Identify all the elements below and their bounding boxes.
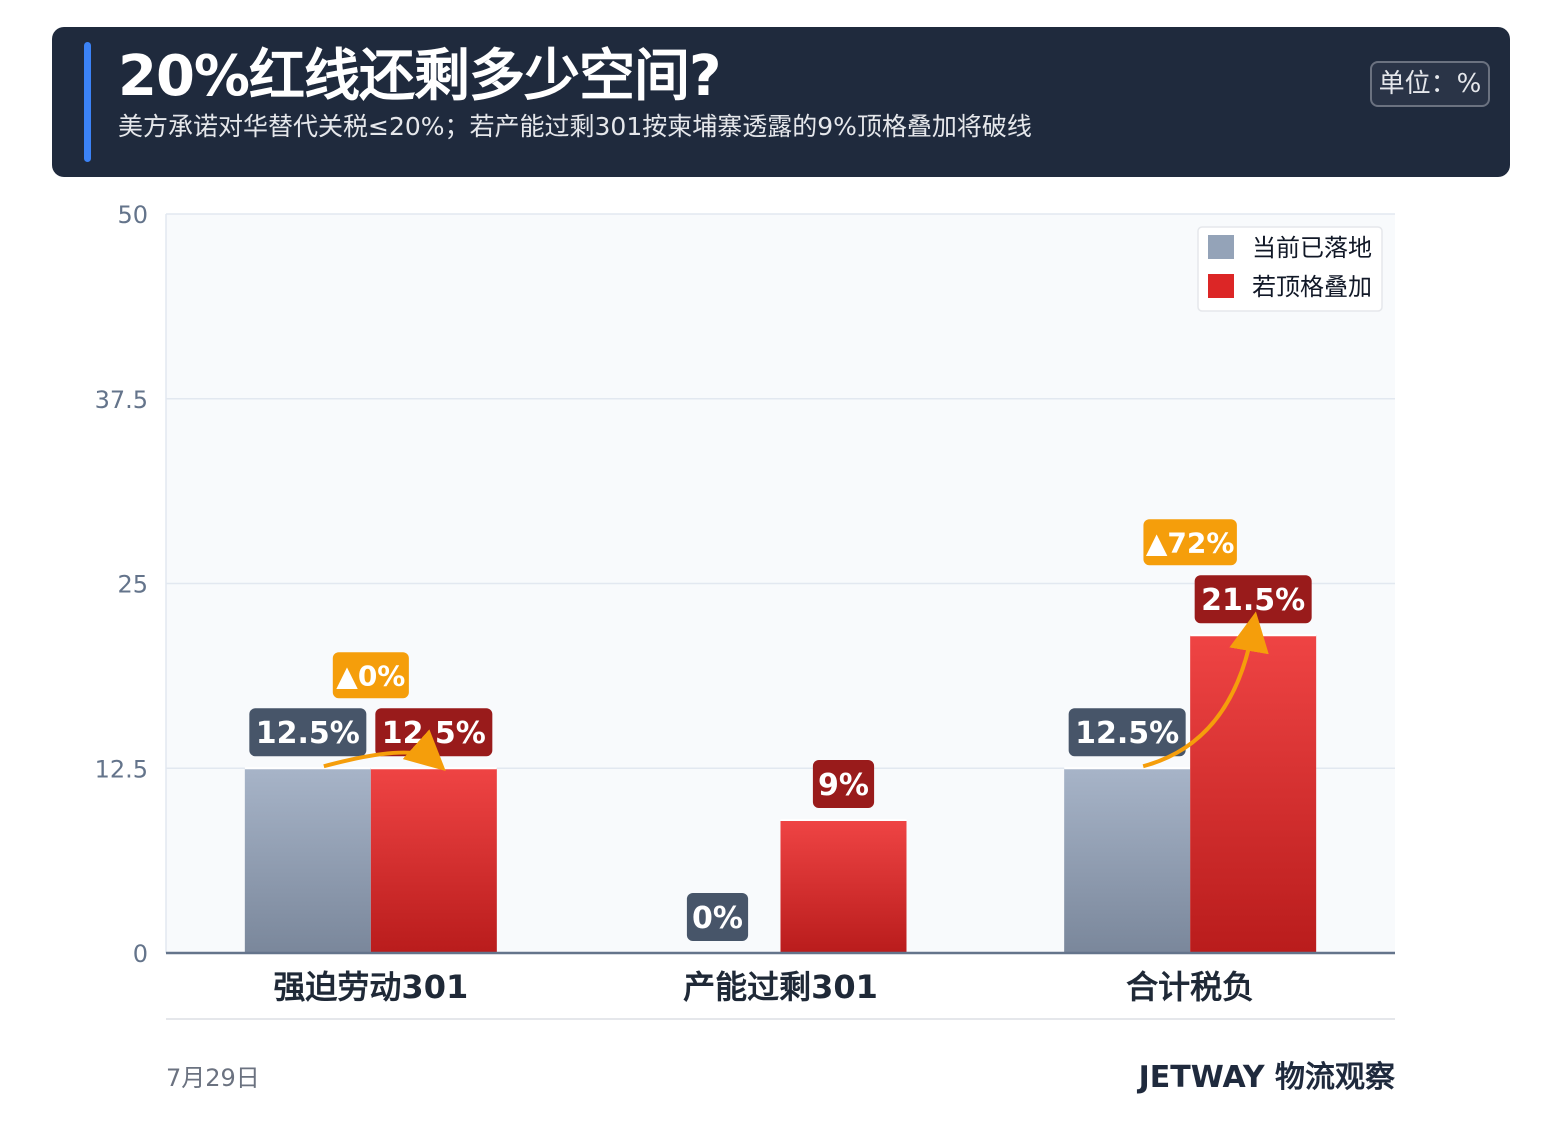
x-tick-label: 强迫劳动301 (273, 968, 468, 1006)
data-label: 21.5% (1201, 583, 1305, 618)
change-arrow (1142, 611, 1269, 769)
y-tick-label: 25 (117, 571, 148, 599)
data-label-box (249, 708, 367, 757)
data-label-box (1194, 575, 1312, 624)
y-tick-label: 12.5 (95, 755, 148, 783)
change-annotation: ▲0% (336, 659, 405, 692)
data-label: 12.5% (1075, 716, 1179, 751)
bar-2-0[interactable] (1064, 768, 1191, 953)
data-label-box (686, 893, 749, 941)
data-label: 0% (692, 901, 743, 936)
x-tick-label: 产能过剩301 (683, 968, 878, 1006)
legend-box (1197, 226, 1383, 312)
bar-2-1[interactable] (1190, 635, 1317, 953)
data-label: 12.5% (382, 716, 486, 751)
y-tick-label: 37.5 (95, 386, 148, 414)
change-annotation-box (332, 652, 409, 699)
data-label-box (812, 759, 875, 808)
bar-1-1[interactable] (780, 819, 907, 953)
bar-0-0[interactable] (244, 768, 371, 953)
footer-brand: JETWAY 物流观察 (1138, 1060, 1395, 1095)
y-tick-label: 50 (117, 201, 148, 229)
chart-subtitle: 美方承诺对华替代关税≤20%；若产能过剩301按柬埔寨透露的9%顶格叠加将破线 (118, 112, 1032, 141)
legend-label: 若顶格叠加 (1252, 273, 1372, 301)
change-annotation-box (1143, 519, 1237, 566)
header-accent-bar (84, 42, 91, 162)
change-arrow (323, 729, 446, 771)
chart-title: 20%红线还剩多少空间? (118, 44, 722, 109)
legend-label: 当前已落地 (1252, 234, 1372, 262)
unit-badge: 单位：% (1370, 61, 1490, 107)
y-tick-label: 0 (133, 940, 148, 968)
x-tick-label: 合计税负 (1126, 968, 1254, 1006)
change-annotation: ▲72% (1146, 526, 1235, 559)
footer-date: 7月29日 (166, 1064, 260, 1092)
legend-swatch (1208, 274, 1234, 298)
data-label: 9% (818, 768, 869, 803)
data-label-box (1068, 708, 1186, 757)
data-label: 12.5% (256, 716, 360, 751)
bar-0-1[interactable] (370, 768, 497, 953)
legend-swatch (1208, 235, 1234, 259)
header-banner (52, 27, 1510, 177)
